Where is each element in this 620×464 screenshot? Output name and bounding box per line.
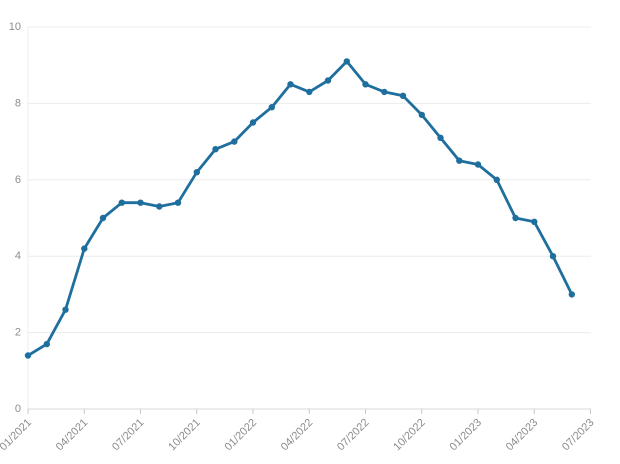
data-point-marker [287, 81, 294, 88]
x-axis-label: 07/2023 [560, 417, 597, 454]
data-point-marker [174, 199, 182, 206]
data-point-marker [437, 134, 444, 141]
y-axis-label: 0 [15, 403, 21, 415]
x-axis-label: 07/2022 [335, 417, 372, 454]
x-axis-label: 01/2023 [448, 417, 485, 454]
x-axis-label: 04/2022 [279, 417, 316, 454]
data-point-marker [99, 214, 107, 222]
data-point-marker [306, 88, 313, 96]
data-point-marker [343, 58, 350, 65]
data-point-marker [512, 214, 519, 222]
data-point-marker [81, 245, 88, 252]
y-axis-label: 2 [15, 327, 21, 339]
y-axis-label: 6 [15, 174, 21, 186]
x-axis-label: 04/2021 [54, 417, 91, 454]
data-point-marker [231, 138, 238, 145]
data-point-marker [362, 81, 369, 88]
data-point-marker [62, 306, 69, 313]
y-axis-label: 10 [9, 21, 21, 33]
data-point-marker [43, 340, 50, 348]
data-point-marker [268, 104, 275, 111]
x-axis-label: 10/2021 [166, 417, 203, 454]
data-point-marker [156, 203, 163, 210]
data-point-marker [456, 157, 463, 164]
y-axis-label: 4 [15, 250, 21, 262]
data-point-marker [137, 199, 144, 206]
data-point-marker [549, 253, 557, 260]
data-point-marker [24, 352, 32, 359]
x-axis-label: 10/2022 [391, 417, 428, 454]
data-point-marker [474, 161, 482, 168]
data-point-marker [568, 291, 575, 298]
series-line [26, 60, 574, 357]
data-point-marker [212, 146, 219, 153]
data-point-marker [399, 92, 407, 100]
data-point-marker [493, 176, 500, 183]
x-axis-label: 04/2023 [504, 417, 541, 454]
data-point-marker [324, 77, 332, 84]
data-point-marker [418, 111, 425, 119]
data-point-marker [118, 199, 126, 206]
data-point-marker [381, 88, 388, 96]
data-point-marker [193, 169, 200, 176]
x-axis-label: 01/2022 [223, 417, 260, 454]
data-point-marker [531, 218, 538, 225]
data-point-marker [249, 119, 257, 126]
y-axis-label: 8 [15, 97, 21, 109]
x-axis-label: 01/2021 [0, 417, 34, 454]
x-axis-label: 07/2021 [110, 417, 147, 454]
